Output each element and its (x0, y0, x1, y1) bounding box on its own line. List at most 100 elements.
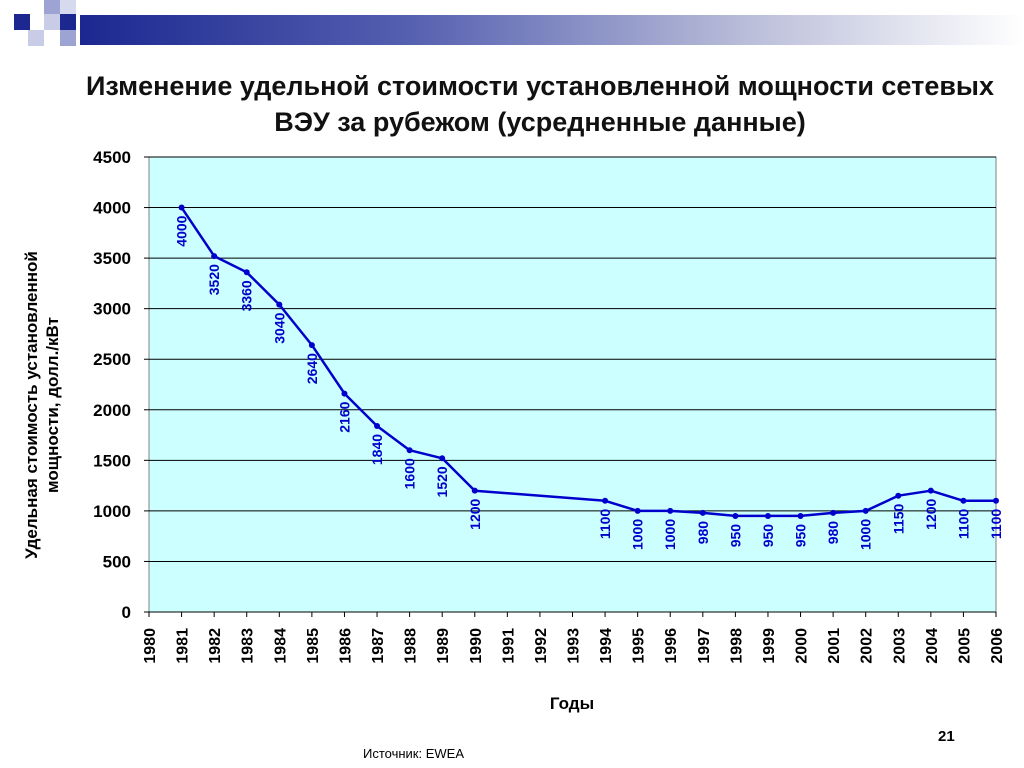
data-point (862, 507, 869, 514)
x-tick-label: 1999 (761, 628, 778, 664)
data-point (927, 487, 934, 494)
data-label: 1000 (858, 519, 874, 550)
header-gradient-bar (80, 15, 1024, 45)
data-point (830, 509, 837, 516)
x-tick-label: 1990 (468, 628, 485, 664)
data-point (667, 507, 674, 514)
y-tick-label: 500 (103, 552, 131, 571)
data-point (895, 492, 902, 499)
decor-square (60, 30, 76, 46)
data-label: 4000 (174, 215, 190, 246)
decor-square (60, 14, 76, 30)
y-tick-label: 4000 (93, 199, 131, 218)
series-cost (178, 204, 999, 519)
data-point (797, 512, 804, 519)
page-number: 21 (938, 728, 955, 745)
data-point (699, 509, 706, 516)
x-axis-ticks: 1980 1981 1982 1983 1984 1985 1986 1987 1988 1989… (142, 612, 1006, 664)
decor-square (44, 0, 60, 16)
y-tick-label: 0 (122, 603, 131, 622)
data-point (178, 204, 185, 211)
y-tick-label: 2000 (93, 401, 131, 420)
data-point (276, 301, 283, 308)
data-label: 1100 (597, 509, 613, 540)
y-axis-label-line2: мощности, долл./кВт (43, 317, 62, 493)
data-label: 3040 (271, 312, 287, 343)
data-point (341, 390, 348, 397)
data-point (308, 342, 315, 349)
data-label: 950 (760, 524, 776, 548)
data-label: 1200 (923, 498, 939, 529)
decor-square (14, 14, 30, 30)
x-tick-label: 2005 (956, 628, 973, 664)
x-tick-label: 1987 (370, 628, 387, 664)
x-tick-label: 1984 (272, 628, 289, 664)
x-tick-label: 1992 (533, 628, 550, 664)
x-tick-label: 2001 (826, 628, 843, 664)
y-tick-label: 3000 (93, 300, 131, 319)
x-tick-label: 1985 (305, 628, 322, 664)
data-label: 2640 (304, 353, 320, 384)
x-tick-label: 2006 (989, 628, 1006, 664)
decor-square (28, 30, 44, 46)
data-label: 1000 (630, 519, 646, 550)
grid-lines (149, 156, 996, 613)
data-point (439, 455, 446, 462)
x-tick-label: 1980 (142, 628, 159, 664)
data-label: 1100 (955, 509, 971, 540)
data-label: 1600 (402, 458, 418, 489)
y-tick-label: 3500 (93, 249, 131, 268)
data-point (211, 253, 218, 260)
data-point (764, 512, 771, 519)
data-point (634, 507, 641, 514)
data-label: 3520 (206, 264, 222, 295)
data-label: 1520 (434, 466, 450, 497)
x-tick-label: 1988 (403, 628, 420, 664)
data-label: 1150 (890, 504, 906, 535)
data-label: 950 (727, 524, 743, 548)
x-tick-label: 1989 (435, 628, 452, 664)
data-point (471, 487, 478, 494)
y-tick-label: 4500 (93, 148, 131, 167)
x-tick-label: 2002 (859, 628, 876, 664)
decor-square (44, 14, 60, 30)
x-tick-label: 1991 (500, 628, 517, 664)
data-point (732, 512, 739, 519)
y-tick-label: 2500 (93, 350, 131, 369)
x-tick-label: 1997 (696, 628, 713, 664)
data-label: 1200 (467, 498, 483, 529)
data-labels: 4000 3520 3360 3040 2640 2160 1840 1600 1520 1200… (174, 215, 1004, 550)
x-tick-label: 1996 (663, 628, 680, 664)
source-note: Источник: EWEA (363, 746, 465, 761)
data-label: 1000 (662, 519, 678, 550)
header-decoration (0, 0, 1024, 46)
x-tick-label: 2004 (924, 628, 941, 664)
x-tick-label: 1993 (566, 628, 583, 664)
data-label: 950 (793, 524, 809, 548)
x-tick-label: 1994 (598, 628, 615, 664)
x-tick-label: 1983 (240, 628, 257, 664)
x-tick-label: 1998 (728, 628, 745, 664)
x-axis-label: Годы (550, 694, 594, 713)
x-tick-label: 1995 (631, 628, 648, 664)
data-point (243, 269, 250, 276)
x-tick-label: 1982 (207, 628, 224, 664)
decor-square (60, 0, 76, 16)
y-axis-label: Удельная стоимость установленной (22, 251, 41, 559)
data-point (960, 497, 967, 504)
data-label: 3360 (239, 280, 255, 311)
x-tick-label: 2000 (794, 628, 811, 664)
data-label: 1840 (369, 434, 385, 465)
data-label: 2160 (336, 401, 352, 432)
y-tick-label: 1000 (93, 502, 131, 521)
data-point (993, 497, 999, 504)
plot-area (148, 156, 997, 613)
x-tick-label: 2003 (891, 628, 908, 664)
data-point (602, 497, 609, 504)
data-label: 1100 (988, 509, 1004, 540)
x-tick-label: 1986 (337, 628, 354, 664)
data-point (406, 447, 413, 454)
chart-title: Изменение удельной стоимости установленн… (85, 71, 995, 137)
x-tick-label: 1981 (175, 628, 192, 664)
